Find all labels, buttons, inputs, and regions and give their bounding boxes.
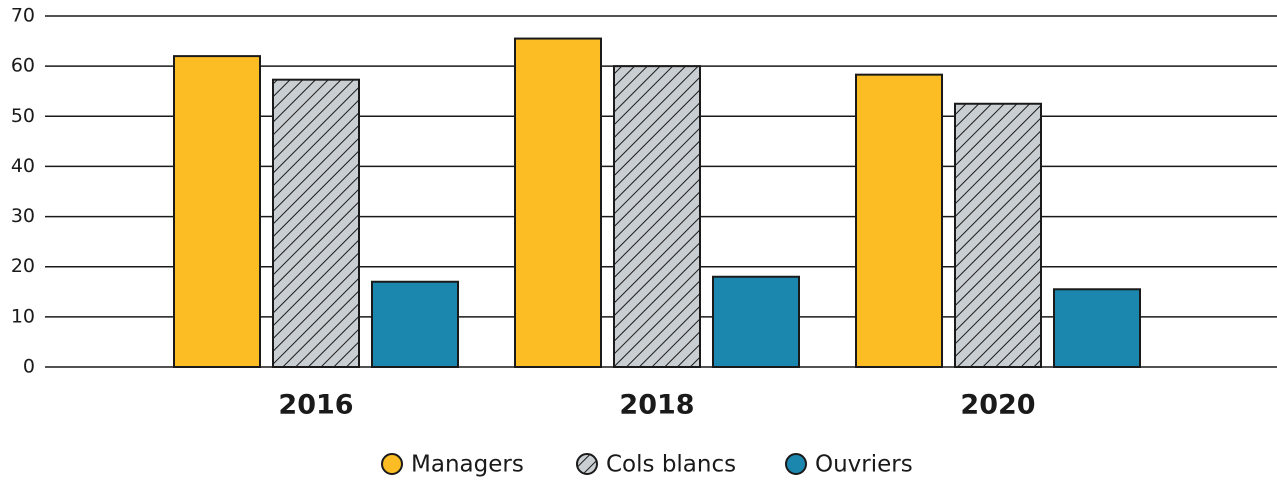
y-tick-label: 30 xyxy=(11,205,35,227)
y-tick-label: 40 xyxy=(11,155,35,177)
legend-swatch xyxy=(381,453,403,475)
bar xyxy=(514,37,602,368)
bar xyxy=(173,55,261,368)
bar xyxy=(712,275,800,368)
y-tick-label: 50 xyxy=(11,105,35,127)
bar xyxy=(272,78,360,368)
bar xyxy=(954,102,1042,368)
bar xyxy=(855,73,943,368)
legend-label: Cols blancs xyxy=(606,452,736,478)
bar xyxy=(1053,288,1141,368)
legend-label: Ouvriers xyxy=(815,452,913,478)
bar xyxy=(371,280,459,368)
y-tick-label: 20 xyxy=(11,255,35,277)
legend-swatch xyxy=(785,453,807,475)
x-tick-label: 2018 xyxy=(619,390,694,421)
y-tick-label: 60 xyxy=(11,55,35,77)
y-tick-label: 0 xyxy=(23,356,35,378)
x-tick-label: 2020 xyxy=(960,390,1035,421)
legend-swatch xyxy=(576,453,598,475)
y-tick-label: 70 xyxy=(11,5,35,27)
y-tick-label: 10 xyxy=(11,305,35,327)
legend-label: Managers xyxy=(411,452,524,478)
x-tick-label: 2016 xyxy=(278,390,353,421)
bar xyxy=(613,65,701,369)
